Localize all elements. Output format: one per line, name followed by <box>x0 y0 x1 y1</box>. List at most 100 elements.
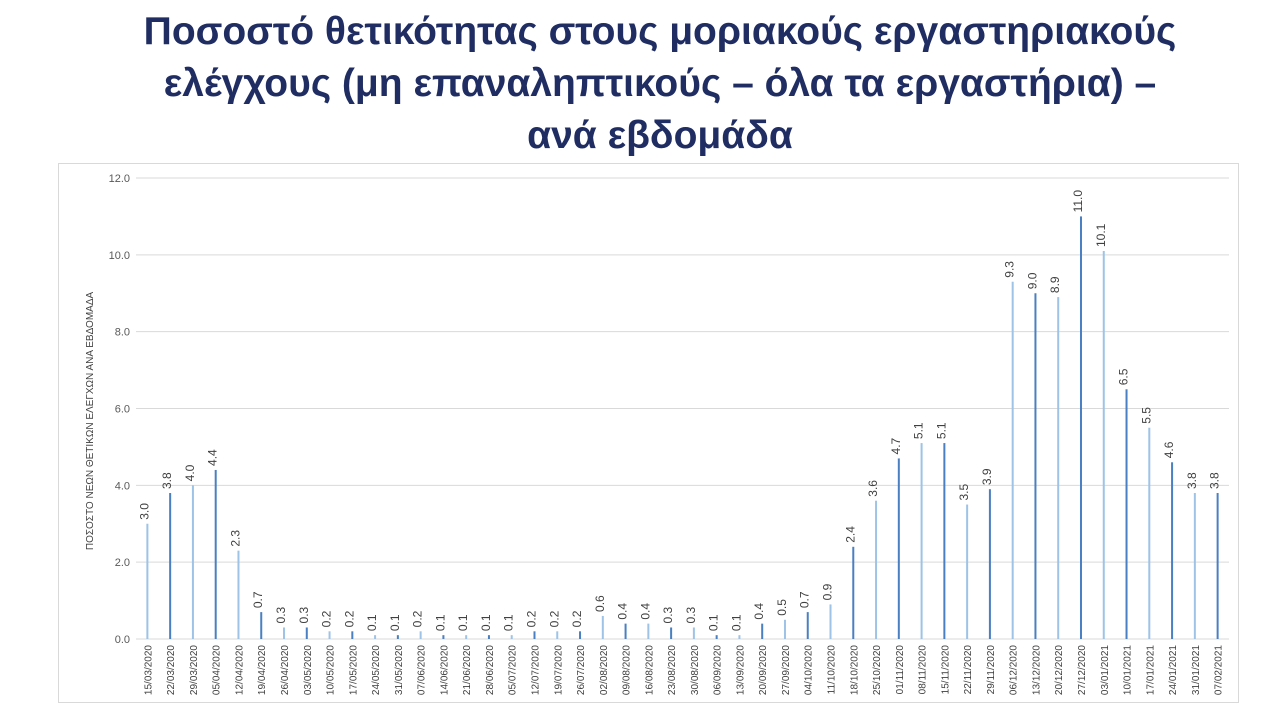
data-label: 0.4 <box>616 603 630 620</box>
bar <box>1034 293 1037 639</box>
data-label: 3.8 <box>1208 472 1222 489</box>
data-label: 11.0 <box>1071 190 1085 213</box>
x-tick-label: 29/03/2020 <box>189 645 200 695</box>
data-label: 0.3 <box>661 606 675 623</box>
title-line: ελέγχους (μη επαναληπτικούς – όλα τα εργ… <box>163 62 1157 105</box>
y-tick-label: 10.0 <box>109 250 130 262</box>
data-label: 0.2 <box>570 610 584 627</box>
x-axis-ticks: 15/03/2020 22/03/2020 29/03/2020 05/04/2020… <box>143 645 1224 695</box>
x-tick-label: 09/08/2020 <box>622 645 633 695</box>
data-label: 0.6 <box>593 595 607 612</box>
x-tick-label: 15/03/2020 <box>143 645 154 695</box>
bar <box>988 489 991 639</box>
bar <box>624 623 627 639</box>
bar <box>533 631 536 639</box>
x-tick-label: 02/08/2020 <box>599 645 610 695</box>
x-tick-label: 19/04/2020 <box>257 645 268 695</box>
x-tick-label: 08/11/2020 <box>918 645 929 695</box>
bar <box>920 443 923 639</box>
x-tick-label: 01/11/2020 <box>895 645 906 695</box>
x-tick-label: 25/10/2020 <box>872 645 883 695</box>
data-label: 0.7 <box>251 591 265 608</box>
data-label: 9.3 <box>1003 261 1017 278</box>
bar <box>465 635 468 639</box>
data-label: 3.0 <box>137 503 151 520</box>
x-tick-label: 30/08/2020 <box>690 645 701 695</box>
bar <box>214 469 217 639</box>
x-tick-label: 07/02/2021 <box>1214 645 1225 695</box>
x-tick-label: 22/03/2020 <box>166 645 177 695</box>
bar <box>1148 427 1151 639</box>
data-label: 3.9 <box>980 468 994 485</box>
bar <box>738 635 741 639</box>
data-label: 6.5 <box>1117 368 1131 385</box>
bar <box>237 550 240 639</box>
bar <box>579 631 582 639</box>
x-tick-label: 22/11/2020 <box>963 645 974 695</box>
x-tick-label: 20/09/2020 <box>758 645 769 695</box>
y-axis-label: ΠΟΣΟΣΤΟ ΝΕΩΝ ΘΕΤΙΚΩΝ ΕΛΕΓΧΩΝ ΑΝΑ ΕΒΔΟΜΑΔ… <box>85 292 96 551</box>
x-tick-label: 13/09/2020 <box>735 645 746 695</box>
y-axis-ticks: 0.0 2.0 4.0 6.0 8.0 10.0 12.0 <box>109 173 130 646</box>
x-tick-label: 21/06/2020 <box>462 645 473 695</box>
y-tick-label: 12.0 <box>109 173 130 185</box>
x-tick-label: 19/07/2020 <box>553 645 564 695</box>
bar <box>351 631 354 639</box>
bar <box>419 631 422 639</box>
x-tick-label: 23/08/2020 <box>667 645 678 695</box>
data-label: 0.1 <box>479 614 493 631</box>
x-tick-label: 27/12/2020 <box>1077 645 1088 695</box>
bar <box>1011 281 1014 639</box>
bar <box>556 631 559 639</box>
data-label: 0.9 <box>821 583 835 600</box>
data-label: 0.3 <box>684 606 698 623</box>
y-tick-label: 4.0 <box>115 480 130 492</box>
data-label: 0.1 <box>388 614 402 631</box>
slide-title: Ποσοστό θετικότητας στους μοριακούς εργα… <box>60 6 1260 162</box>
data-label: 3.8 <box>1185 472 1199 489</box>
data-label: 0.2 <box>524 610 538 627</box>
bar <box>783 619 786 639</box>
bar <box>1171 462 1174 639</box>
y-tick-label: 0.0 <box>115 634 130 646</box>
x-tick-label: 15/11/2020 <box>940 645 951 695</box>
x-tick-label: 11/10/2020 <box>827 645 838 695</box>
x-tick-label: 18/10/2020 <box>849 645 860 695</box>
data-label: 0.1 <box>365 614 379 631</box>
data-label: 0.2 <box>320 610 334 627</box>
x-tick-label: 05/07/2020 <box>508 645 519 695</box>
x-tick-label: 05/04/2020 <box>212 645 223 695</box>
bar <box>852 546 855 639</box>
data-label: 4.6 <box>1162 441 1176 458</box>
x-tick-label: 20/12/2020 <box>1054 645 1065 695</box>
x-tick-label: 26/04/2020 <box>280 645 291 695</box>
title-line: ανά εβδομάδα <box>527 114 793 157</box>
data-label: 3.6 <box>866 480 880 497</box>
bar <box>260 612 263 639</box>
title-line: Ποσοστό θετικότητας στους μοριακούς εργα… <box>143 10 1177 53</box>
bar <box>1057 297 1060 639</box>
data-label: 0.4 <box>752 603 766 620</box>
gridlines <box>136 177 1229 640</box>
x-tick-label: 10/01/2021 <box>1123 645 1134 695</box>
bar <box>510 635 513 639</box>
x-tick-label: 12/07/2020 <box>530 645 541 695</box>
bar <box>1125 389 1128 639</box>
data-label: 0.1 <box>707 614 721 631</box>
y-tick-label: 6.0 <box>115 404 130 416</box>
bar <box>601 615 604 639</box>
data-label: 0.1 <box>456 614 470 631</box>
bar <box>305 627 308 639</box>
data-label: 0.3 <box>297 606 311 623</box>
data-label: 5.1 <box>934 422 948 439</box>
bar <box>943 443 946 639</box>
data-label: 5.1 <box>912 422 926 439</box>
bar <box>1102 250 1105 639</box>
bar <box>328 631 331 639</box>
bar <box>374 635 377 639</box>
x-tick-label: 06/12/2020 <box>1009 645 1020 695</box>
data-label: 10.1 <box>1094 223 1108 247</box>
x-tick-label: 17/05/2020 <box>348 645 359 695</box>
data-label: 0.7 <box>798 591 812 608</box>
data-label: 2.4 <box>843 526 857 543</box>
